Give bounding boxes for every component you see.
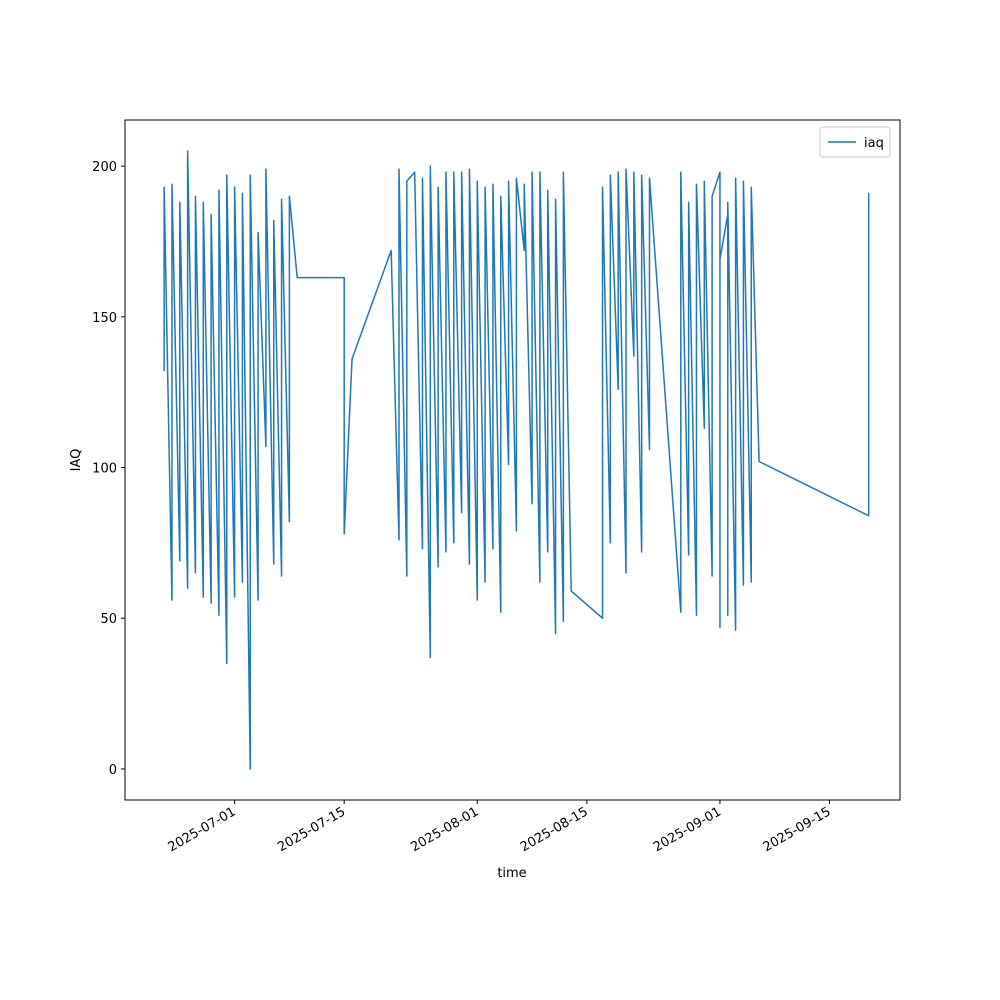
y-tick-label: 100: [92, 462, 117, 477]
y-axis-label: IAQ: [69, 449, 84, 472]
y-tick-label: 0: [109, 763, 117, 778]
legend-label: iaq: [864, 136, 884, 151]
y-tick-label: 50: [100, 612, 117, 627]
series-line: [163, 150, 870, 770]
y-tick-label: 200: [92, 160, 117, 175]
y-tick-label: 150: [92, 311, 117, 326]
x-axis-label: time: [497, 866, 526, 881]
plot-frame: [124, 119, 901, 801]
